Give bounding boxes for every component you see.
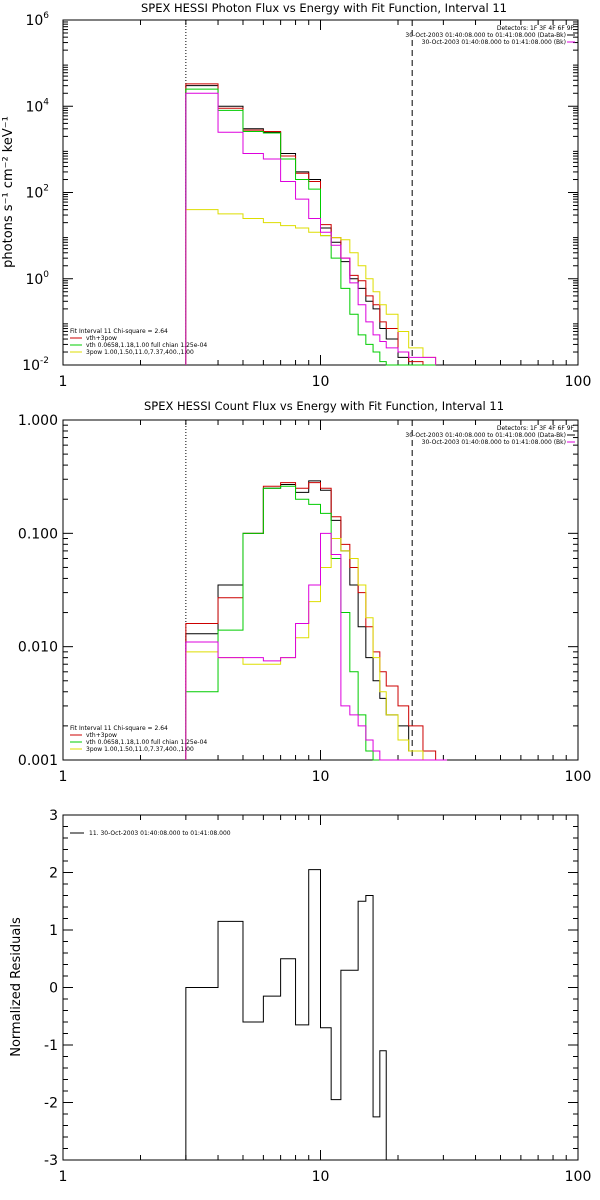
count-flux-x-tick-label: 10 xyxy=(312,769,330,785)
count-flux-series-0-step-line xyxy=(185,480,448,761)
residuals-y-axis-label: Normalized Residuals xyxy=(9,917,24,1057)
count-flux-series-1-step-line xyxy=(185,482,448,761)
photon-legend-fit-interval: Fit Interval 11 Chi-square = 2.64 xyxy=(70,328,168,335)
photon-flux-y-tick-exponent: 0 xyxy=(43,270,49,280)
count-flux-y-tick-label: 0.100 xyxy=(18,526,58,542)
count-flux-series-2-step-line xyxy=(185,485,448,761)
count-flux-y-tick-label: 0.010 xyxy=(18,640,58,656)
residuals-series-0-step-line xyxy=(185,869,409,1161)
photon-flux-y-tick-exponent: -2 xyxy=(40,356,49,366)
photon-flux-y-tick-exponent: 6 xyxy=(43,11,49,21)
photon-legend-bk: 30-Oct-2003 01:40:08.000 to 01:41:08.000… xyxy=(422,39,566,46)
photon-flux-panel: SPEX HESSI Photon Flux vs Energy with Fi… xyxy=(1,1,591,390)
count-flux-x-tick-label: 100 xyxy=(565,769,592,785)
residuals-y-tick-label: 2 xyxy=(49,866,58,882)
photon-flux-y-tick-label: 104 xyxy=(25,97,49,115)
photon-legend-3pow: 3pow 1.00,1.50,11.0,7.37,400.,1.00 xyxy=(86,349,194,356)
count-flux-panel: SPEX HESSI Count Flux vs Energy with Fit… xyxy=(18,399,591,785)
count-legend-detectors: Detectors: 1F 3F 4F 6F 9F xyxy=(497,425,575,432)
count-legend-vth3pow: vth+3pow xyxy=(86,732,117,739)
residuals-legend-text: 11. 30-Oct-2003 01:40:08.000 to 01:41:08… xyxy=(89,830,231,837)
count-flux-series-4-step-line xyxy=(185,532,448,761)
count-flux-x-tick-label: 1 xyxy=(59,769,68,785)
photon-flux-x-tick-label: 100 xyxy=(565,374,592,390)
residuals-y-tick-label: -3 xyxy=(44,1153,58,1169)
photon-flux-series-2-step-line xyxy=(185,88,436,366)
photon-flux-y-tick-label: 102 xyxy=(25,184,49,202)
residuals-y-tick-label: 1 xyxy=(49,923,58,939)
count-legend-fit-interval: Fit Interval 11 Chi-square = 2.64 xyxy=(70,725,168,732)
photon-flux-x-tick-label: 10 xyxy=(312,374,330,390)
photon-flux-series-3-step-line xyxy=(185,209,437,365)
count-flux-title: SPEX HESSI Count Flux vs Energy with Fit… xyxy=(144,399,504,413)
photon-legend-detectors: Detectors: 1F 3F 4F 6F 9F xyxy=(497,25,575,32)
count-legend-vth: vth 0.0658,1.18,1.00 full chian 1.25e-04 xyxy=(86,739,207,746)
photon-legend-vth: vth 0.0658,1.18,1.00 full chian 1.25e-04 xyxy=(86,342,207,349)
residuals-panel: 1 10 100 -3 -2 -1 0 1 2 3 Normalized Residuals 11… xyxy=(9,808,591,1185)
photon-flux-y-tick-exponent: 4 xyxy=(43,97,49,107)
photon-flux-y-tick-label: 100 xyxy=(25,270,49,288)
photon-flux-x-tick-label: 1 xyxy=(59,374,68,390)
residuals-y-tick-label: -2 xyxy=(44,1096,58,1112)
residuals-y-tick-label: -1 xyxy=(44,1038,58,1054)
photon-legend-vth3pow: vth+3pow xyxy=(86,335,117,342)
residuals-x-tick-label: 1 xyxy=(59,1169,68,1185)
photon-flux-y-tick-exponent: 2 xyxy=(43,184,49,194)
count-legend-bk: 30-Oct-2003 01:40:08.000 to 01:41:08.000… xyxy=(422,439,566,446)
count-legend-data-bk: 30-Oct-2003 01:40:08.000 to 01:41:08.000… xyxy=(405,432,566,439)
residuals-y-tick-label: 3 xyxy=(49,808,58,824)
count-legend-3pow: 3pow 1.00,1.50,11.0,7.37,400.,1.00 xyxy=(86,746,194,753)
residuals-x-tick-label: 10 xyxy=(312,1169,330,1185)
photon-flux-series-4-step-line xyxy=(185,92,437,365)
count-flux-series-3-step-line xyxy=(185,538,448,761)
residuals-x-tick-label: 100 xyxy=(565,1169,592,1185)
photon-flux-y-tick-label: 106 xyxy=(25,11,49,29)
residuals-y-tick-label: 0 xyxy=(49,981,58,997)
count-flux-y-tick-label: 1.000 xyxy=(18,413,58,429)
photon-legend-data-bk: 30-Oct-2003 01:40:08.000 to 01:41:08.000… xyxy=(405,32,566,39)
count-flux-y-tick-label: 0.001 xyxy=(18,753,58,769)
photon-flux-title: SPEX HESSI Photon Flux vs Energy with Fi… xyxy=(141,1,507,15)
photon-flux-y-tick-label: 10-2 xyxy=(22,356,49,374)
photon-flux-y-axis-label: photons s⁻¹ cm⁻² keV⁻¹ xyxy=(1,116,16,268)
